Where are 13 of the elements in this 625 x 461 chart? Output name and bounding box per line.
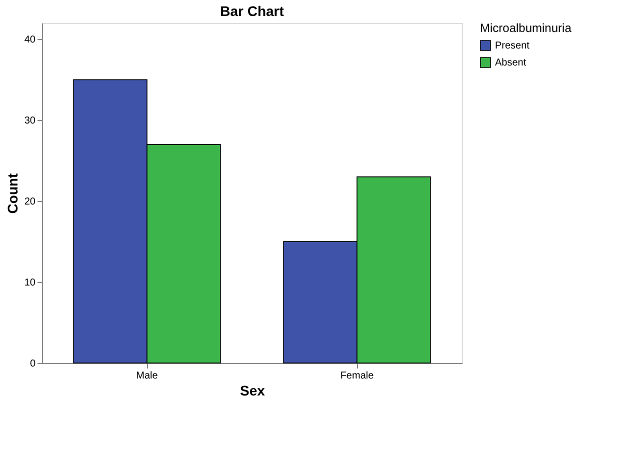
y-tick-label: 10 [24, 278, 36, 289]
legend-label: Present [495, 40, 530, 52]
y-tick-label: 0 [30, 358, 36, 370]
y-tick-label: 30 [24, 116, 36, 127]
y-tick-label: 40 [24, 34, 36, 46]
legend-label: Absent [495, 58, 526, 68]
x-tick-label: Female [340, 370, 374, 382]
chart-title: Bar Chart [220, 3, 284, 19]
legend-title: Microalbuminuria [480, 21, 572, 35]
x-tick-label: Male [136, 370, 158, 382]
y-axis-title: Count [4, 172, 20, 214]
y-tick-label: 20 [24, 196, 36, 208]
x-axis-title: Sex [240, 382, 266, 398]
